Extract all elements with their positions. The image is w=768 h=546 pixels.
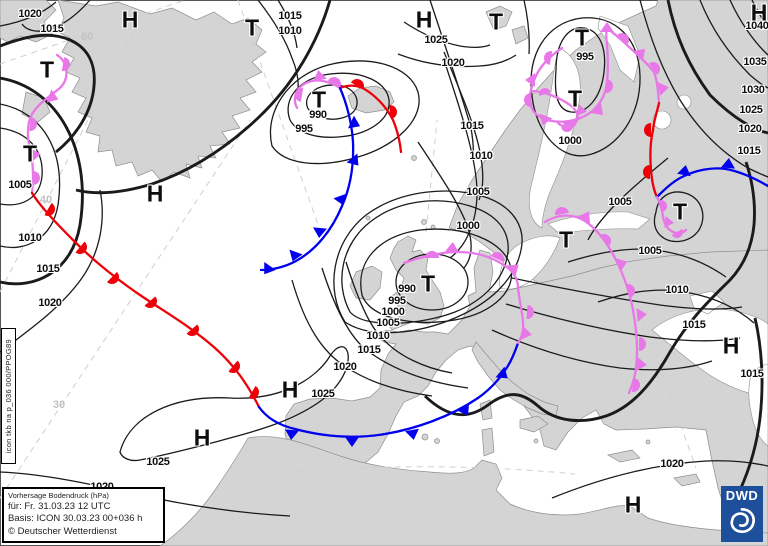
legend-valid-time: für: Fr. 31.03.23 12 UTC — [8, 501, 111, 512]
pressure-label: 1000 — [456, 220, 480, 232]
pressure-label: 1005 — [466, 186, 490, 198]
fronts — [26, 22, 768, 447]
pressure-label: 1025 — [424, 34, 448, 46]
legend-model-basis: Basis: ICON 30.03.23 00+036 h — [8, 513, 143, 525]
land-svalbard — [485, 5, 513, 31]
pressure-label: 1020 — [738, 123, 762, 135]
pressure-label: 1025 — [739, 104, 763, 116]
pressure-label: 1015 — [682, 319, 706, 331]
cold-front — [655, 167, 768, 199]
high-pressure-symbol: H — [624, 491, 642, 518]
land-iceland — [347, 85, 395, 114]
graticule-label: 40 — [39, 194, 53, 206]
pressure-label: 1025 — [311, 388, 335, 400]
pressure-label: 1020 — [333, 361, 357, 373]
sea-white-sea — [597, 15, 641, 83]
low-pressure-symbol: T — [244, 14, 260, 41]
pressure-label: 1015 — [40, 23, 64, 35]
pressure-label: 1005 — [638, 245, 662, 257]
pressure-label: 1010 — [18, 232, 42, 244]
legend-title: Vorhersage Bodendruck (hPa) — [8, 491, 109, 500]
land-great-britain — [387, 235, 445, 331]
pressure-label: 995 — [295, 123, 313, 135]
graticule-label: 60 — [80, 31, 94, 43]
pressure-label: 1005 — [376, 317, 400, 329]
pressure-label: 1015 — [357, 344, 381, 356]
high-pressure-symbol: H — [146, 180, 164, 207]
pressure-label: 1000 — [381, 306, 405, 318]
low-pressure-symbol: T — [567, 85, 583, 112]
pressure-label: 1020 — [38, 297, 62, 309]
low-pressure-symbol: T — [558, 226, 574, 253]
pressure-label: 1010 — [469, 150, 493, 162]
low-pressure-symbol: T — [672, 198, 688, 225]
low-pressure-symbol: T — [311, 86, 327, 113]
warm-front — [649, 101, 661, 199]
land-africa — [159, 436, 768, 546]
warm-front — [30, 191, 261, 409]
legend-box: Vorhersage Bodendruck (hPa) für: Fr. 31.… — [2, 487, 165, 544]
high-pressure-symbol: H — [121, 6, 139, 33]
pressure-label: 1010 — [665, 284, 689, 296]
pressure-label: 990 — [398, 283, 416, 295]
pressure-label: 1020 — [18, 8, 42, 20]
pressure-label: 1015 — [460, 120, 484, 132]
pressure-label: 1010 — [366, 330, 390, 342]
pressure-label: 1020 — [441, 57, 465, 69]
isobars — [0, 0, 768, 517]
low-pressure-symbol: T — [574, 24, 590, 51]
pressure-label: 1000 — [558, 135, 582, 147]
low-pressure-symbol: T — [39, 56, 55, 83]
pressure-label: 1015 — [737, 145, 761, 157]
pressure-label: 990 — [309, 109, 327, 121]
land-greenland — [57, 0, 267, 183]
graticule-label: 30 — [52, 399, 66, 411]
pressure-label: 1035 — [743, 56, 767, 68]
pressure-label: 1025 — [146, 456, 170, 468]
land-ireland — [349, 265, 383, 301]
legend-copyright: © Deutscher Wetterdienst — [8, 525, 117, 537]
product-id-box: icon tkb na p_036 000/PPOG89 — [1, 328, 16, 464]
low-pressure-symbol: T — [22, 140, 38, 167]
dwd-spiral-icon — [730, 508, 755, 534]
pressure-label: 995 — [576, 51, 594, 63]
pressure-label: 1015 — [278, 10, 302, 22]
occluded-front — [293, 79, 342, 110]
sea-bothnia — [529, 47, 581, 229]
pressure-label: 1005 — [608, 196, 632, 208]
high-pressure-symbol: H — [415, 6, 433, 33]
warm-front — [338, 84, 403, 154]
cold-front — [257, 341, 520, 438]
low-pressure-symbol: T — [420, 270, 436, 297]
low-pressure-symbol: T — [488, 8, 504, 35]
seas — [499, 15, 768, 447]
dwd-logo-text: DWD — [725, 488, 759, 503]
high-pressure-symbol: H — [750, 0, 768, 26]
pressure-label: 1015 — [36, 263, 60, 275]
cold-front — [259, 86, 355, 272]
pressure-label: 1010 — [278, 25, 302, 37]
pressure-label: 1015 — [740, 368, 764, 380]
high-pressure-symbol: H — [722, 332, 740, 359]
pressure-label: 995 — [388, 295, 406, 307]
pressure-label: 1040 — [745, 20, 768, 32]
pressure-label: 1020 — [660, 458, 684, 470]
pressure-label: 1005 — [8, 179, 32, 191]
high-pressure-symbol: H — [193, 424, 211, 451]
dwd-logo: DWD — [721, 486, 763, 542]
high-pressure-symbol: H — [281, 376, 299, 403]
pressure-label: 1030 — [741, 84, 765, 96]
product-id-label: icon tkb na p_036 000/PPOG89 — [4, 338, 13, 454]
graticule — [0, 0, 697, 499]
